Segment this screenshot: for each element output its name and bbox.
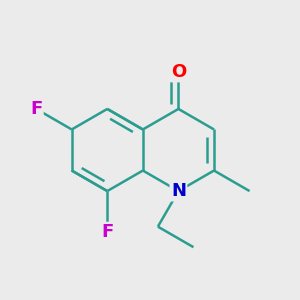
Text: O: O bbox=[171, 63, 186, 81]
Text: F: F bbox=[30, 100, 42, 118]
Text: F: F bbox=[101, 223, 113, 241]
Text: N: N bbox=[171, 182, 186, 200]
